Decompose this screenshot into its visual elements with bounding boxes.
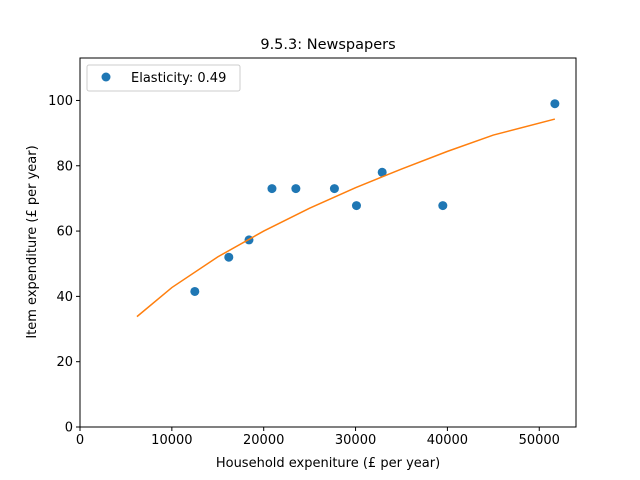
- axis-ticks: 0 10000 20000 30000 40000 50000 0 20 40 60 80 100: [48, 94, 560, 448]
- y-tick-label: 20: [56, 355, 73, 370]
- y-axis-label: Item expenditure (£ per year): [25, 145, 40, 338]
- chart-title: 9.5.3: Newspapers: [260, 37, 395, 53]
- fit-line: [136, 118, 556, 318]
- data-point: [291, 184, 301, 194]
- x-tick-label: 30000: [335, 433, 376, 448]
- legend: Elasticity: 0.49: [86, 64, 241, 92]
- data-point: [329, 184, 339, 194]
- data-point: [267, 184, 277, 194]
- data-point: [377, 167, 387, 177]
- data-point: [438, 201, 448, 211]
- data-point: [351, 201, 361, 211]
- y-tick-label: 0: [65, 421, 73, 436]
- plot-area: [136, 99, 560, 318]
- legend-marker: [101, 72, 111, 82]
- data-point: [190, 286, 200, 296]
- data-point: [224, 252, 234, 262]
- y-tick-label: 80: [56, 159, 73, 174]
- legend-box: [86, 64, 241, 92]
- y-tick-label: 100: [48, 94, 73, 109]
- x-tick-label: 20000: [243, 433, 284, 448]
- data-point: [550, 99, 560, 109]
- x-axis-label: Household expeniture (£ per year): [216, 456, 440, 471]
- y-tick-label: 40: [56, 290, 73, 305]
- x-tick-label: 50000: [519, 433, 560, 448]
- x-tick-label: 10000: [151, 433, 192, 448]
- x-tick-label: 0: [76, 433, 84, 448]
- legend-label: Elasticity: 0.49: [131, 71, 226, 86]
- axes-frame: [79, 57, 577, 428]
- x-tick-label: 40000: [427, 433, 468, 448]
- y-tick-label: 60: [56, 225, 73, 240]
